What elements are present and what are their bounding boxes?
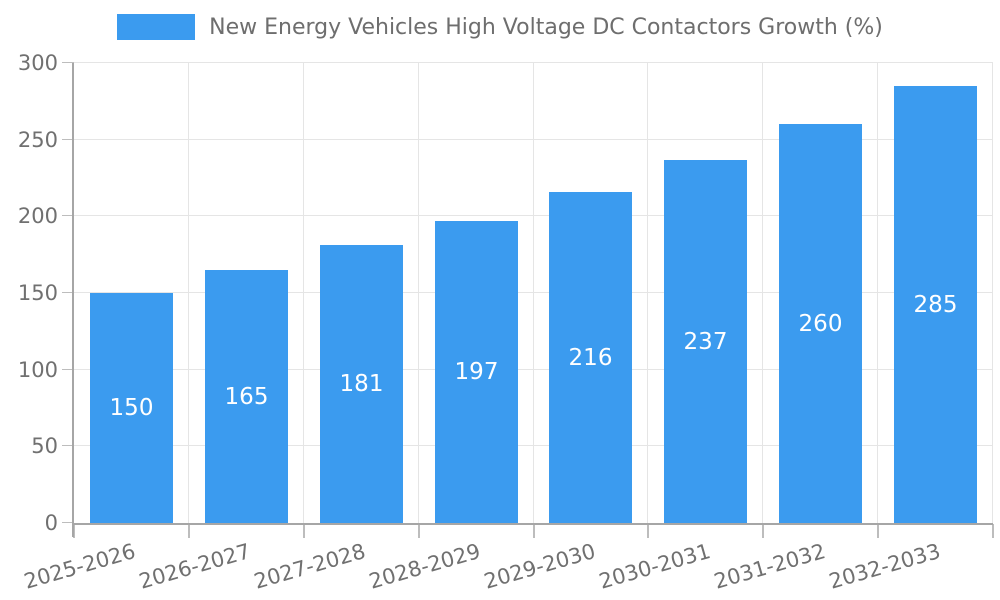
x-axis-tick: [647, 524, 649, 538]
bar-value-label: 197: [454, 359, 499, 385]
bar: [320, 245, 403, 523]
x-axis-tick-label: 2026-2027: [135, 539, 253, 594]
x-axis-tick-label: 2029-2030: [480, 539, 598, 594]
y-axis-tick: [62, 445, 74, 446]
x-axis-tick: [188, 524, 190, 538]
x-gridline: [647, 63, 648, 523]
y-axis-tick-label: 250: [17, 128, 58, 152]
bar-value-label: 237: [683, 329, 728, 355]
legend-color-swatch: [117, 14, 196, 40]
x-axis-tick-label: 2031-2032: [710, 539, 828, 594]
y-axis-tick-label: 100: [17, 358, 58, 382]
x-axis-line: [74, 523, 993, 525]
y-axis-line: [72, 63, 74, 537]
bar: [549, 192, 632, 523]
x-gridline: [762, 63, 763, 523]
x-axis-tick-label: 2032-2033: [825, 539, 943, 594]
bar-value-label: 285: [913, 292, 958, 318]
legend[interactable]: New Energy Vehicles High Voltage DC Cont…: [0, 14, 1000, 40]
bar: [90, 293, 173, 523]
y-axis-tick: [62, 139, 74, 140]
bar: [664, 160, 747, 523]
x-axis-tick-label: 2027-2028: [250, 539, 368, 594]
bar-value-label: 150: [109, 395, 154, 421]
x-gridline: [188, 63, 189, 523]
legend-label: New Energy Vehicles High Voltage DC Cont…: [209, 14, 883, 40]
y-axis-tick: [62, 522, 74, 523]
x-axis-tick: [533, 524, 535, 538]
y-axis-tick-label: 50: [31, 434, 58, 458]
y-axis-tick: [62, 292, 74, 293]
bar: [205, 270, 288, 523]
y-axis-tick: [62, 62, 74, 63]
x-gridline: [877, 63, 878, 523]
x-gridline: [533, 63, 534, 523]
x-axis-tick: [992, 524, 994, 538]
y-axis-tick-label: 300: [17, 51, 58, 75]
y-gridline: [74, 62, 993, 63]
x-axis-tick: [303, 524, 305, 538]
x-gridline: [418, 63, 419, 523]
bar: [779, 124, 862, 523]
x-axis-tick: [418, 524, 420, 538]
bar: [435, 221, 518, 523]
y-axis-tick-label: 150: [17, 281, 58, 305]
x-gridline: [303, 63, 304, 523]
y-axis-tick: [62, 215, 74, 216]
x-axis-tick: [877, 524, 879, 538]
x-axis-tick-label: 2028-2029: [365, 539, 483, 594]
x-axis-tick-label: 2030-2031: [595, 539, 713, 594]
bar-value-label: 181: [339, 371, 384, 397]
x-axis-tick: [73, 524, 75, 538]
bar-value-label: 260: [798, 311, 843, 337]
y-axis-tick-label: 200: [17, 204, 58, 228]
bar-value-label: 165: [224, 384, 269, 410]
y-axis-tick-label: 0: [44, 511, 58, 535]
x-axis-tick-label: 2025-2026: [20, 539, 138, 594]
y-axis-tick: [62, 369, 74, 370]
x-gridline: [992, 63, 993, 523]
bar-value-label: 216: [568, 345, 613, 371]
bar: [894, 86, 977, 523]
x-axis-tick: [762, 524, 764, 538]
